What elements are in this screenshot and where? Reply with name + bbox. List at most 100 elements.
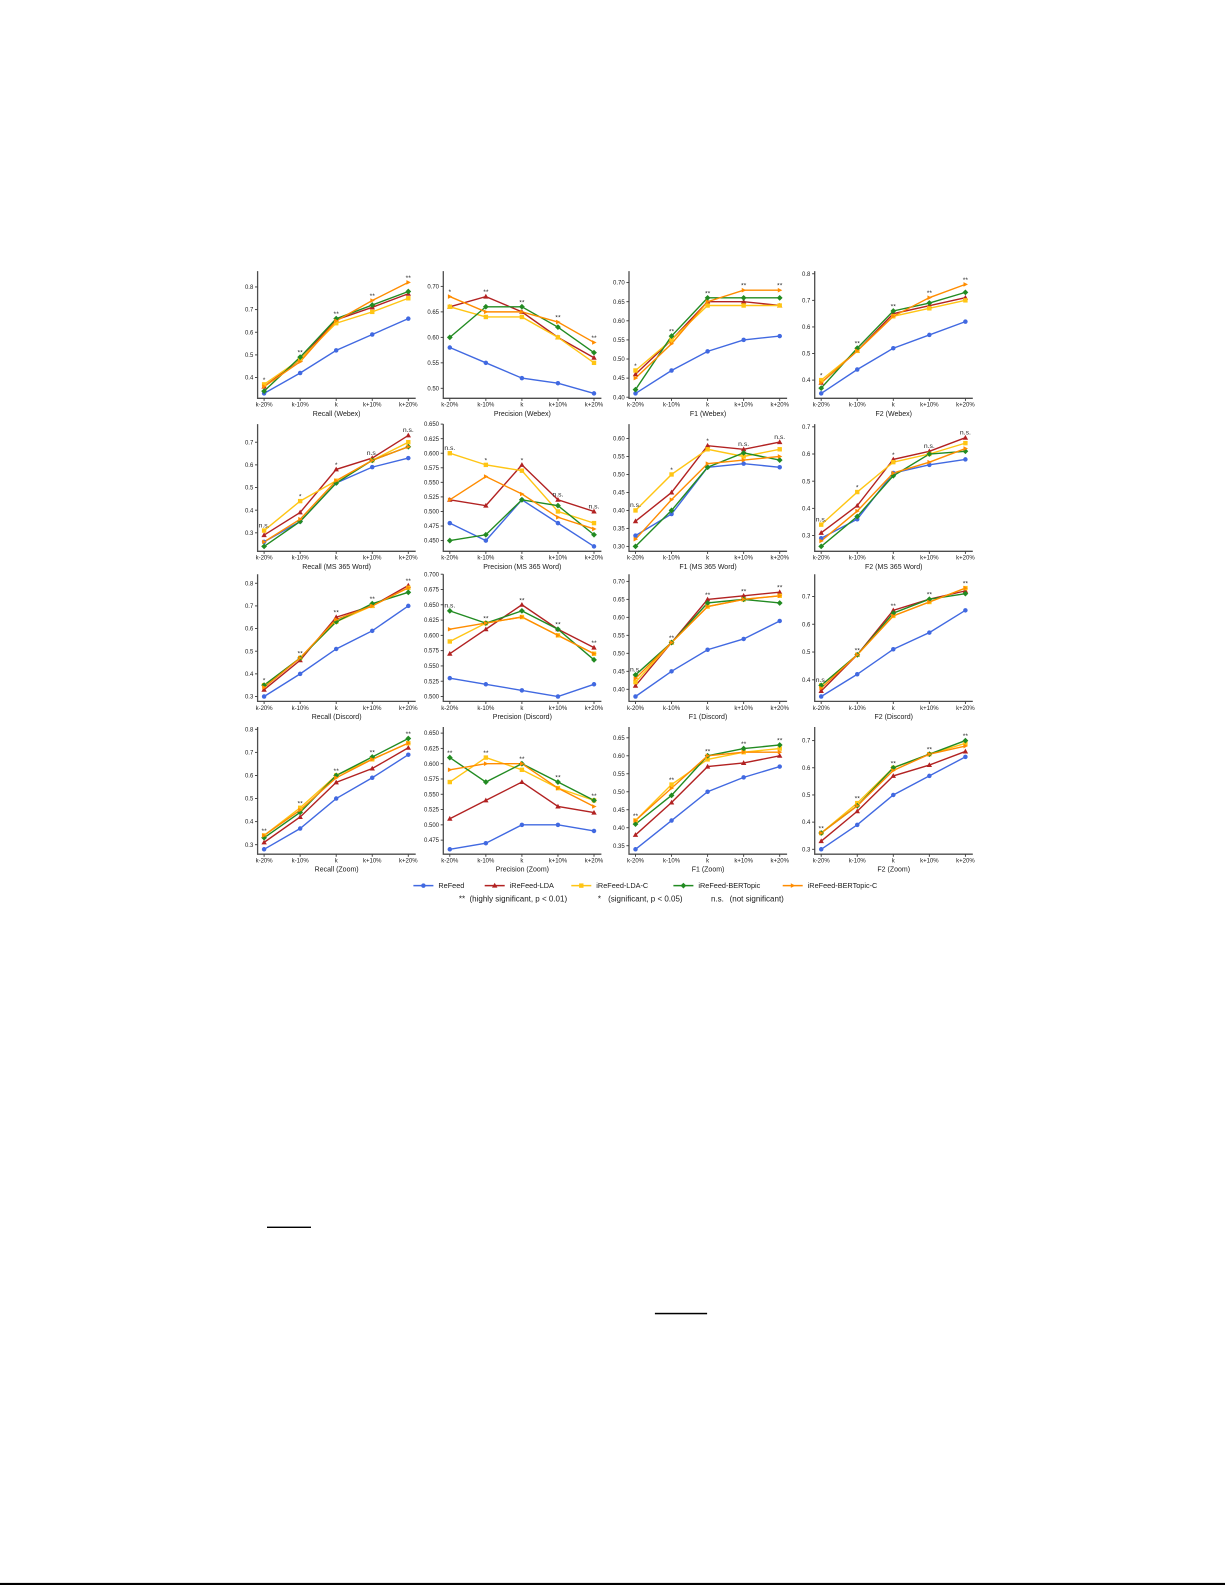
svg-text:k-10%: k-10% (663, 859, 681, 865)
svg-text:*: * (892, 452, 895, 459)
svg-text:*: * (485, 457, 488, 464)
svg-text:0.50: 0.50 (613, 790, 625, 796)
svg-text:0.70: 0.70 (427, 284, 439, 290)
svg-text:0.575: 0.575 (424, 466, 440, 472)
svg-text:0.8: 0.8 (245, 581, 254, 587)
svg-text:n.s.: n.s. (924, 443, 935, 450)
svg-text:k-20%: k-20% (441, 403, 459, 409)
svg-text:0.50: 0.50 (427, 386, 439, 392)
svg-text:0.500: 0.500 (424, 695, 440, 701)
svg-text:k+20%: k+20% (399, 859, 418, 865)
svg-text:0.7: 0.7 (245, 308, 254, 314)
svg-text:k-10%: k-10% (477, 556, 495, 562)
svg-text:**: ** (963, 277, 969, 284)
svg-text:0.50: 0.50 (613, 651, 625, 657)
svg-text:k+10%: k+10% (363, 556, 382, 562)
svg-text:0.6: 0.6 (245, 774, 254, 780)
svg-text:*: * (263, 377, 266, 384)
svg-text:0.40: 0.40 (613, 826, 625, 832)
svg-text:0.500: 0.500 (424, 510, 440, 516)
svg-text:0.5: 0.5 (245, 649, 254, 655)
svg-text:**: ** (459, 895, 465, 904)
svg-text:**: ** (777, 283, 783, 290)
svg-text:*: * (856, 485, 859, 492)
svg-text:0.55: 0.55 (613, 633, 625, 639)
svg-text:**: ** (555, 775, 561, 782)
svg-text:0.6: 0.6 (802, 766, 811, 772)
svg-text:0.6: 0.6 (802, 622, 811, 628)
svg-text:0.7: 0.7 (245, 750, 254, 756)
svg-text:0.50: 0.50 (613, 473, 625, 479)
svg-text:0.6: 0.6 (245, 330, 254, 336)
svg-text:**: ** (777, 585, 783, 592)
svg-text:k-10%: k-10% (292, 706, 310, 712)
svg-text:k: k (706, 403, 710, 409)
svg-text:Precision (MS 365 Word): Precision (MS 365 Word) (483, 564, 561, 571)
svg-text:k: k (892, 706, 896, 712)
svg-text:k+10%: k+10% (549, 706, 568, 712)
svg-text:**: ** (855, 796, 861, 803)
svg-text:k+20%: k+20% (770, 556, 789, 562)
svg-text:F2 (MS 365 Word): F2 (MS 365 Word) (865, 564, 922, 571)
svg-text:**: ** (406, 275, 412, 282)
svg-text:0.55: 0.55 (613, 772, 625, 778)
svg-text:*: * (634, 363, 637, 370)
svg-text:0.700: 0.700 (424, 572, 440, 578)
svg-text:0.600: 0.600 (424, 633, 440, 639)
svg-text:k-10%: k-10% (663, 706, 681, 712)
svg-text:**: ** (334, 768, 340, 775)
svg-text:k-20%: k-20% (627, 859, 645, 865)
svg-text:0.30: 0.30 (613, 545, 625, 551)
svg-text:**: ** (741, 588, 747, 595)
svg-text:0.3: 0.3 (802, 847, 811, 853)
svg-text:k: k (892, 556, 896, 562)
svg-text:**: ** (519, 756, 525, 763)
svg-text:*: * (706, 438, 709, 445)
svg-text:*: * (299, 494, 302, 501)
svg-text:k+20%: k+20% (770, 859, 789, 865)
svg-text:ReFeed: ReFeed (438, 881, 464, 890)
svg-text:0.525: 0.525 (424, 495, 440, 501)
svg-text:0.475: 0.475 (424, 838, 440, 844)
svg-text:0.45: 0.45 (613, 808, 625, 814)
svg-text:0.5: 0.5 (802, 479, 811, 485)
svg-text:**: ** (483, 750, 489, 757)
svg-text:**: ** (855, 341, 861, 348)
svg-text:0.40: 0.40 (613, 509, 625, 515)
svg-text:**: ** (705, 290, 711, 297)
svg-text:0.8: 0.8 (245, 727, 254, 733)
svg-text:0.45: 0.45 (613, 491, 625, 497)
svg-text:k-10%: k-10% (849, 859, 867, 865)
svg-text:k: k (335, 859, 339, 865)
svg-text:**: ** (633, 813, 639, 820)
svg-text:**: ** (370, 293, 376, 300)
svg-text:0.500: 0.500 (424, 823, 440, 829)
svg-text:k: k (520, 556, 524, 562)
svg-text:k+10%: k+10% (734, 556, 753, 562)
svg-text:**: ** (406, 731, 412, 738)
svg-text:0.575: 0.575 (424, 777, 440, 783)
svg-text:iReFeed-BERTopic: iReFeed-BERTopic (698, 881, 760, 890)
svg-text:k+20%: k+20% (956, 706, 975, 712)
svg-text:k+10%: k+10% (734, 859, 753, 865)
svg-text:0.550: 0.550 (424, 664, 440, 670)
svg-text:k+10%: k+10% (363, 403, 382, 409)
svg-text:n.s.: n.s. (630, 667, 641, 674)
svg-text:k: k (335, 403, 339, 409)
svg-text:0.65: 0.65 (427, 310, 439, 316)
svg-text:Recall (Zoom): Recall (Zoom) (315, 867, 359, 874)
svg-text:iReFeed-BERTopic-C: iReFeed-BERTopic-C (808, 881, 878, 890)
svg-text:k-10%: k-10% (849, 706, 867, 712)
svg-text:0.45: 0.45 (613, 669, 625, 675)
svg-text:F2 (Discord): F2 (Discord) (874, 714, 913, 721)
svg-text:0.7: 0.7 (802, 425, 811, 431)
svg-text:0.5: 0.5 (802, 793, 811, 799)
svg-text:k: k (335, 556, 339, 562)
svg-text:k: k (706, 859, 710, 865)
svg-text:k-20%: k-20% (813, 403, 831, 409)
svg-text:k+10%: k+10% (920, 556, 939, 562)
svg-text:k: k (706, 706, 710, 712)
svg-text:0.4: 0.4 (245, 820, 254, 826)
svg-text:0.4: 0.4 (245, 672, 254, 678)
svg-text:k: k (520, 859, 524, 865)
